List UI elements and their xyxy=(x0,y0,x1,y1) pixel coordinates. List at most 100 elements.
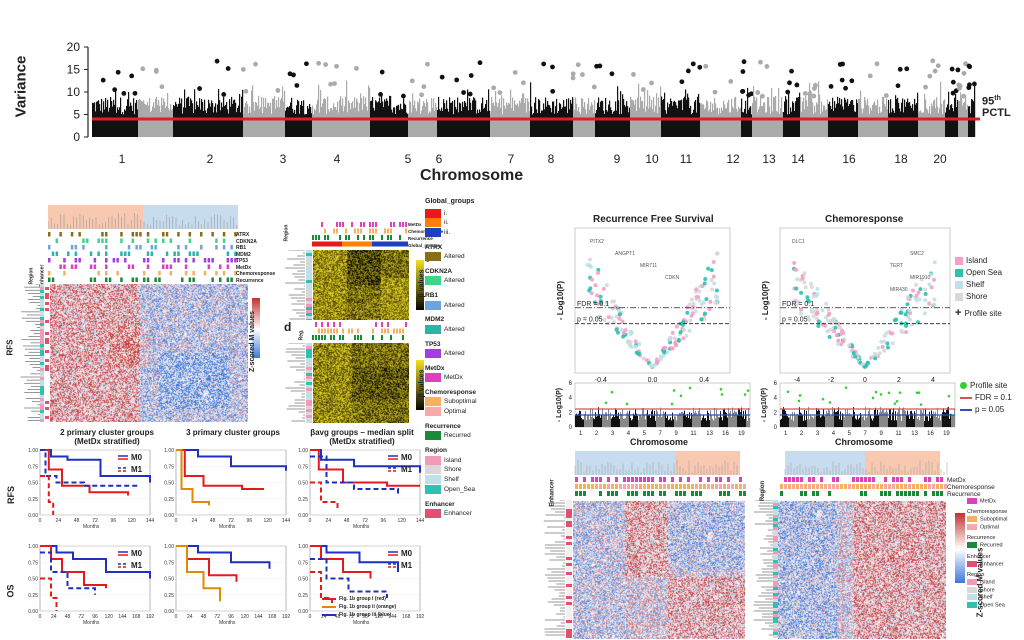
mini-bar xyxy=(793,420,794,427)
legend-label: Suboptimal xyxy=(444,398,477,406)
manhattan-bar xyxy=(369,87,371,137)
mid-colorbar-cell xyxy=(416,406,424,408)
mid-region-cell xyxy=(306,349,312,352)
manhattan-bar xyxy=(237,108,239,137)
mini-bar xyxy=(663,411,664,427)
manhattan-bar xyxy=(148,105,150,137)
manhattan-bar xyxy=(436,107,438,137)
mid-colorbar-cell xyxy=(416,296,424,298)
manhattan-bar xyxy=(490,113,492,137)
rh-colorbar-cell xyxy=(955,515,965,517)
manhattan-bar xyxy=(773,97,775,137)
manhattan-point xyxy=(740,89,745,94)
manhattan-bar xyxy=(690,105,692,137)
mini-bar xyxy=(685,414,686,427)
volcano-panel: Recurrence Free Survival Chemoresponse F… xyxy=(535,210,1024,385)
volcano-point xyxy=(674,324,679,329)
volcano-legend-shelf-swatch xyxy=(955,280,963,289)
rh-annot-cell xyxy=(615,491,618,496)
km-curve xyxy=(176,449,210,506)
km-x-tick-label: 0 xyxy=(309,614,312,620)
volcano-point xyxy=(604,283,609,288)
manhattan-bar xyxy=(652,109,654,137)
manhattan-bar xyxy=(321,107,323,137)
volcano-point xyxy=(595,301,600,306)
manhattan-bar xyxy=(168,108,170,137)
manhattan-bar xyxy=(769,106,771,137)
volcano-gene-label: MIR1910 xyxy=(910,275,931,281)
mid-annot-cell xyxy=(345,228,347,234)
left-annot-cell xyxy=(74,251,78,256)
manhattan-bar xyxy=(134,114,136,137)
volcano-point xyxy=(907,317,912,322)
manhattan-bar xyxy=(742,112,744,137)
volcano-point xyxy=(824,301,829,306)
mini-bar xyxy=(927,416,928,427)
manhattan-bar xyxy=(483,108,485,137)
manhattan-bar xyxy=(536,109,538,137)
volcano-point xyxy=(616,308,621,313)
manhattan-y-tick-label: 20 xyxy=(67,40,81,54)
manhattan-bar xyxy=(545,97,547,137)
manhattan-bar xyxy=(843,109,845,137)
rh-annot-cell xyxy=(611,491,614,496)
km-x-tick-label: 96 xyxy=(381,518,387,524)
manhattan-bar xyxy=(938,112,940,137)
manhattan-y-tick-label: 5 xyxy=(73,108,80,122)
mini-bar xyxy=(693,407,694,427)
manhattan-bar xyxy=(476,113,478,137)
rh-annot-cell xyxy=(671,484,674,489)
manhattan-bar xyxy=(915,104,917,137)
rh-enhancer-cell xyxy=(566,566,572,569)
volcano-point xyxy=(587,257,592,262)
manhattan-bar xyxy=(664,92,666,137)
manhattan-bar xyxy=(716,108,718,137)
manhattan-bar xyxy=(318,84,320,137)
mini-bar xyxy=(590,408,591,427)
left-annot-cell xyxy=(93,258,97,263)
rh-annot-cell xyxy=(607,484,610,489)
colorbar-cell xyxy=(252,342,260,344)
volcano-point xyxy=(595,293,600,298)
rh-legend-item: MetDx xyxy=(967,498,1008,505)
manhattan-bar xyxy=(820,113,822,137)
mini-bar xyxy=(919,420,920,427)
manhattan-bar xyxy=(326,114,328,137)
mid-annot-cell xyxy=(387,235,389,240)
left-annot-cell xyxy=(162,232,165,237)
manhattan-bar xyxy=(628,112,630,137)
mini-y-tick-label: 0 xyxy=(569,425,573,431)
mini-bar xyxy=(649,414,650,427)
manhattan-bar xyxy=(330,108,332,137)
manhattan-bar xyxy=(625,106,627,137)
left-annot-cell xyxy=(146,258,150,263)
manhattan-bar xyxy=(737,111,739,137)
manhattan-bar xyxy=(819,94,821,137)
rh-colorbar-cell xyxy=(955,581,965,583)
mini-profile-point xyxy=(871,396,875,400)
left-annot-cell xyxy=(105,271,108,276)
mid-annot-cell xyxy=(390,241,393,247)
mini-bar xyxy=(784,408,785,427)
manhattan-point xyxy=(966,85,972,91)
rh-annot-cell xyxy=(675,491,678,496)
mini-bar xyxy=(692,415,693,427)
manhattan-bar xyxy=(247,104,249,137)
colorbar-cell xyxy=(252,320,260,322)
mid-region-cell xyxy=(306,400,312,403)
manhattan-bar xyxy=(102,112,104,137)
volcano-point xyxy=(681,320,686,325)
left-annot-cell xyxy=(192,251,195,256)
left-annot-cell xyxy=(143,258,146,263)
rh-region-cell xyxy=(773,569,778,572)
volcano-point xyxy=(907,308,912,313)
manhattan-bar xyxy=(137,109,139,137)
rh-annot-cell xyxy=(820,477,823,482)
mid-colorbar-cell xyxy=(416,300,424,302)
mini-bar xyxy=(740,412,741,427)
km-y-tick-label: 0.50 xyxy=(298,481,308,487)
rh-annot-cell xyxy=(703,484,706,489)
rh-annot-cell xyxy=(816,484,819,489)
mini-bar xyxy=(614,417,615,427)
left-annot-cell xyxy=(112,258,116,263)
